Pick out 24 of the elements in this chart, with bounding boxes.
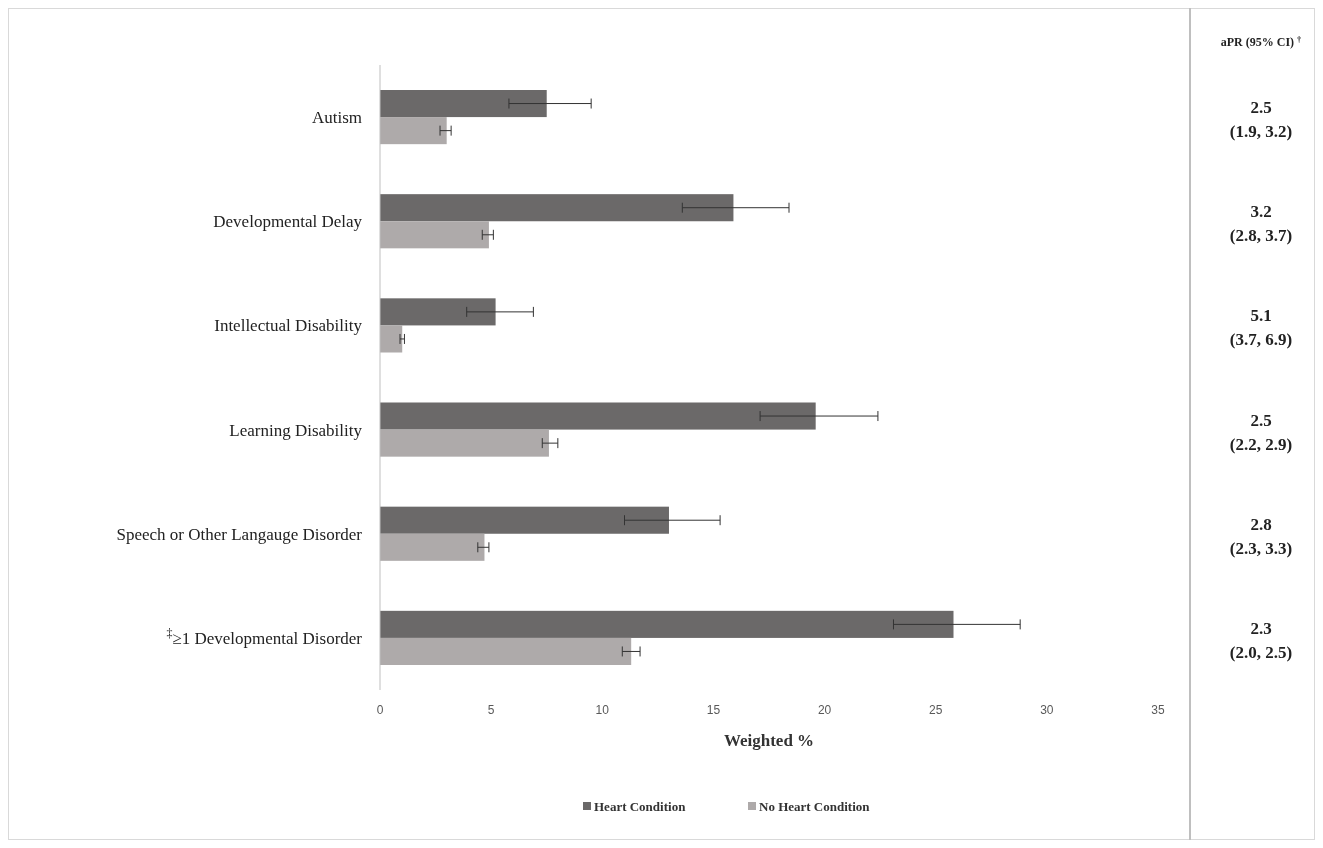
- y-tick-label: Autism: [311, 108, 362, 128]
- text: 2.5 (1.9, 3.2): [1229, 98, 1293, 142]
- x-axis-title: Weighted %: [723, 731, 815, 750]
- text: 3.2 (2.8, 3.7): [1229, 202, 1293, 246]
- legend-label: Heart Condition: [594, 799, 687, 814]
- x-tick-label: 20: [817, 703, 832, 717]
- x-tick-label: 10: [595, 703, 610, 717]
- text: 2.8 (2.3, 3.3): [1229, 514, 1293, 558]
- text: 2.5 (2.2, 2.9): [1229, 410, 1293, 454]
- x-tick-label: 5: [487, 703, 495, 717]
- x-tick-label: 30: [1040, 703, 1054, 717]
- x-tick-label: 35: [1151, 703, 1165, 717]
- y-tick-label: Intellectual Disability: [214, 316, 363, 336]
- y-tick-label: Developmental Delay: [213, 212, 363, 232]
- text: 2.3 (2.0, 2.5): [1229, 618, 1293, 662]
- text: aPR (95% CI) $^{†}$: [1220, 34, 1302, 49]
- x-tick-label: 0: [376, 703, 384, 717]
- legend-label: No Heart Condition: [759, 799, 871, 814]
- y-tick-label: Learning Disability: [229, 420, 363, 440]
- x-tick-label: 25: [929, 703, 943, 717]
- x-tick-label: 15: [706, 703, 721, 717]
- y-tick-label: $^{‡}$≥1 Developmental Disorder: [166, 625, 363, 648]
- text: 5.1 (3.7, 6.9): [1229, 306, 1293, 350]
- y-tick-label: Speech or Other Langauge Disorder: [116, 524, 363, 544]
